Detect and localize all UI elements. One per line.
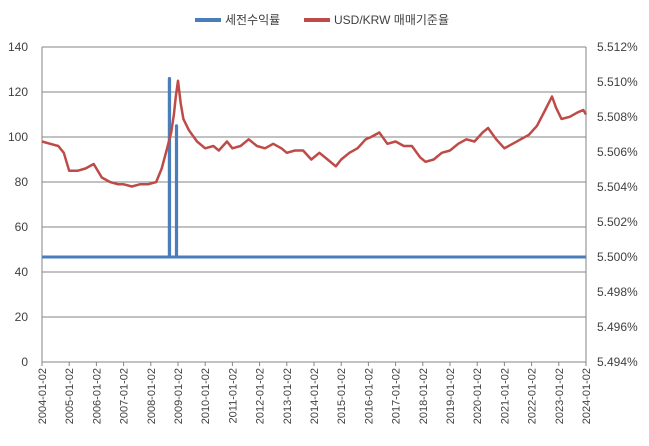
series-line-usdkrw: [41, 79, 588, 188]
y-right-tick-label: 5.498%: [597, 285, 638, 299]
x-tick-label: 2018-01-02: [418, 368, 430, 424]
y-left-tick-label: 140: [8, 40, 28, 54]
y-left-tick-label: 20: [15, 310, 29, 324]
y-right-tick-label: 5.510%: [597, 75, 638, 89]
x-tick-label: 2019-01-02: [445, 368, 457, 424]
y-right-tick-label: 5.512%: [597, 40, 638, 54]
x-tick-label: 2012-01-02: [255, 368, 267, 424]
x-tick-label: 2009-01-02: [173, 368, 185, 424]
x-tick-label: 2016-01-02: [363, 368, 375, 424]
legend: 세전수익률 USD/KRW 매매기준율: [195, 13, 449, 27]
x-tick-label: 2022-01-02: [527, 368, 539, 424]
x-tick-label: 2024-01-02: [581, 368, 593, 424]
y-left-tick-label: 120: [8, 85, 28, 99]
y-left-tick-label: 40: [15, 265, 29, 279]
x-tick-label: 2014-01-02: [309, 368, 321, 424]
y-right-tick-label: 5.508%: [597, 110, 638, 124]
legend-label: USD/KRW 매매기준율: [334, 13, 449, 27]
gridlines: [42, 46, 586, 318]
y-right-tick-label: 5.502%: [597, 215, 638, 229]
y-right-tick-label: 5.496%: [597, 320, 638, 334]
x-tick-label: 2020-01-02: [472, 368, 484, 424]
x-tick-label: 2021-01-02: [499, 368, 511, 424]
x-tick-label: 2011-01-02: [227, 368, 239, 423]
x-tick-label: 2004-01-02: [37, 368, 49, 424]
x-tick-label: 2006-01-02: [91, 368, 103, 424]
x-tick-label: 2005-01-02: [64, 368, 76, 424]
y-right-tick-label: 5.500%: [597, 250, 638, 264]
x-tick-label: 2017-01-02: [391, 368, 403, 424]
axes: 0 20 40 60 80 100 120 140 5.494% 5.496% 5.498% 5.50…: [8, 40, 638, 424]
x-tick-label: 2023-01-02: [554, 368, 566, 424]
y-right-tick-label: 5.504%: [597, 180, 638, 194]
y-right-tick-label: 5.494%: [597, 355, 638, 369]
x-tick-label: 2013-01-02: [282, 368, 294, 424]
y-left-tick-label: 60: [15, 220, 29, 234]
x-tick-label: 2007-01-02: [119, 368, 131, 424]
y-left-tick-label: 0: [21, 355, 28, 369]
x-tick-label: 2010-01-02: [200, 368, 212, 424]
y-right-tick-label: 5.506%: [597, 145, 638, 159]
x-tick-label: 2008-01-02: [146, 368, 158, 424]
series-layer: [41, 77, 588, 259]
series-line-pretax-yield: [42, 77, 586, 259]
legend-label: 세전수익률: [225, 13, 280, 27]
y-left-tick-label: 80: [15, 175, 29, 189]
x-tick-label: 2015-01-02: [336, 368, 348, 424]
y-left-tick-label: 100: [8, 130, 28, 144]
